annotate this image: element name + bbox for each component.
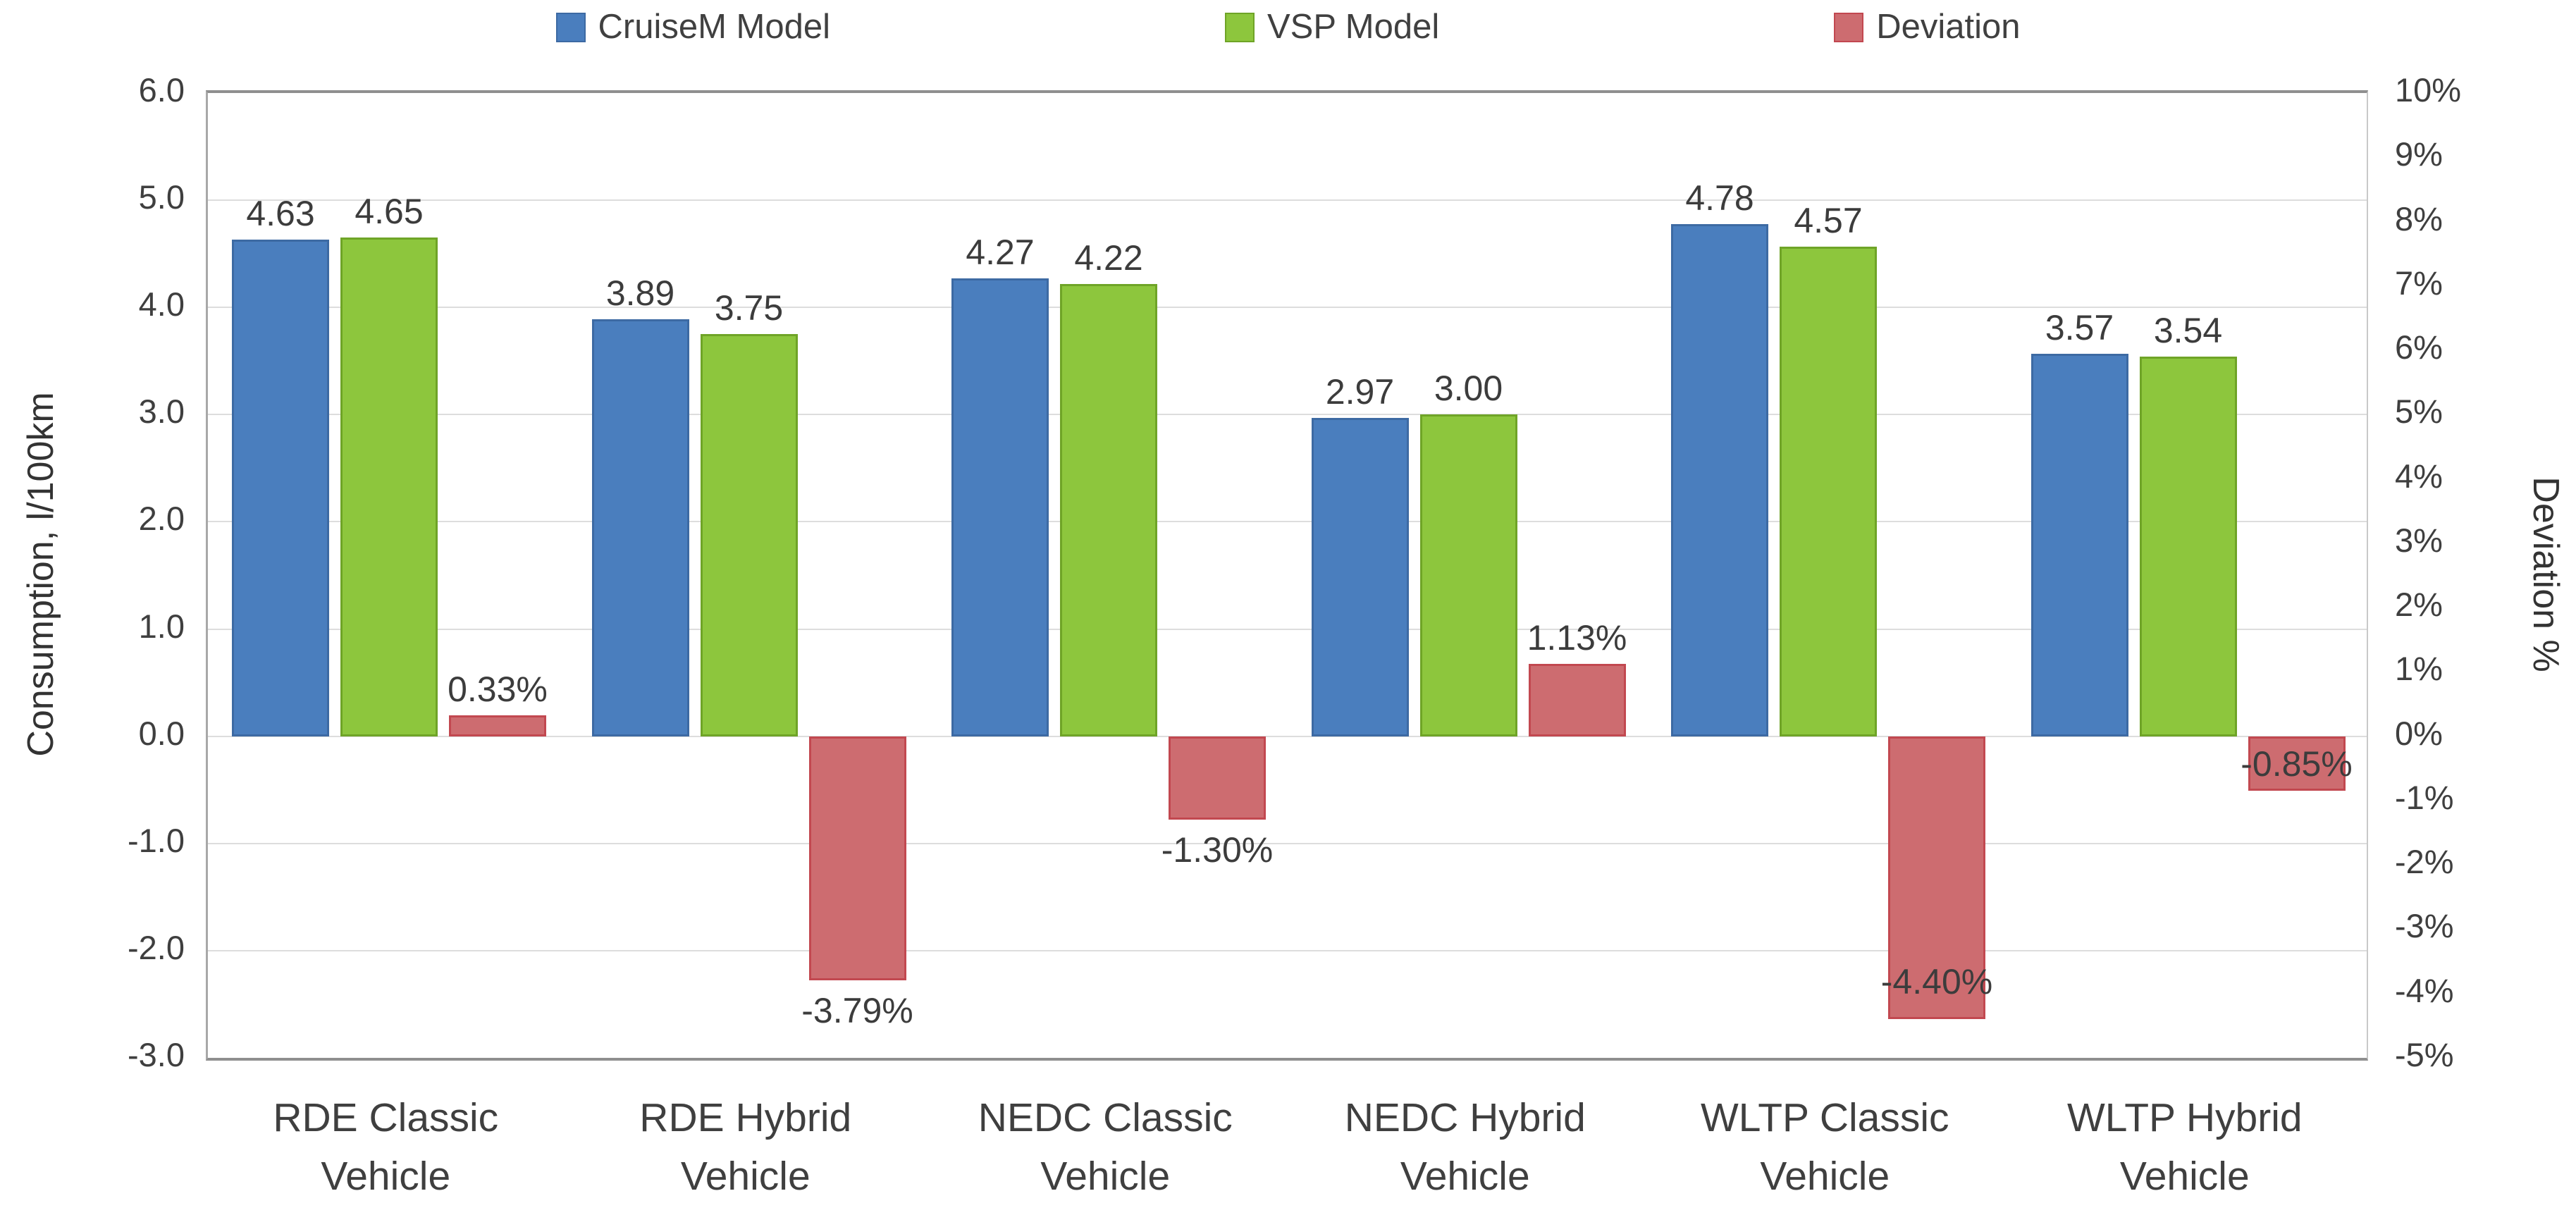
bar-vsp-model [1419, 414, 1517, 736]
right-axis-tick: -2% [2395, 843, 2454, 881]
data-label: -1.30% [1161, 830, 1274, 870]
left-axis-tick: 6.0 [138, 71, 185, 109]
left-axis-tick: -3.0 [128, 1036, 185, 1073]
left-axis-tick: 0.0 [138, 714, 185, 752]
data-label: 4.63 [246, 194, 315, 234]
data-label: 3.54 [2153, 311, 2223, 351]
legend-label: CruiseM Model [598, 8, 830, 46]
data-label: 4.65 [355, 192, 424, 232]
data-label: 3.57 [2045, 307, 2114, 347]
bar-vsp-model [340, 238, 438, 736]
right-axis-tick: 4% [2395, 457, 2443, 495]
bar-vsp-model [700, 334, 798, 736]
bar-deviation [2248, 736, 2346, 791]
left-axis-tick: 1.0 [138, 607, 185, 645]
category-label: NEDC Classic Vehicle [978, 1095, 1233, 1199]
data-label: 4.78 [1685, 178, 1754, 218]
data-label: 3.75 [714, 288, 784, 328]
legend-swatch-icon [1224, 12, 1255, 42]
left-axis-tick: 4.0 [138, 285, 185, 323]
category-label: WLTP Classic Vehicle [1700, 1095, 1949, 1199]
gridline [208, 842, 2367, 844]
data-label: 1.13% [1527, 617, 1627, 658]
bar-vsp-model [1060, 283, 1157, 736]
right-axis-tick: 6% [2395, 328, 2443, 366]
chart-legend: CruiseM Model VSP Model Deviation [0, 10, 2576, 44]
bar-cruisem-model [232, 240, 329, 736]
right-axis-tick: 7% [2395, 264, 2443, 302]
right-axis-tick: 8% [2395, 199, 2443, 238]
right-axis-tick: 9% [2395, 135, 2443, 173]
data-label: 2.97 [1325, 371, 1395, 412]
left-axis-tick: -1.0 [128, 821, 185, 859]
bar-cruisem-model [1671, 223, 1768, 736]
data-label: -3.79% [801, 990, 913, 1030]
gridline [208, 307, 2367, 309]
right-axis-tick: 1% [2395, 650, 2443, 688]
bar-deviation [808, 736, 906, 980]
category-label: NEDC Hybrid Vehicle [1344, 1095, 1586, 1199]
right-axis-tick: 0% [2395, 714, 2443, 752]
data-label: -0.85% [2241, 744, 2353, 784]
gridline [208, 628, 2367, 630]
data-label: 4.22 [1074, 238, 1143, 278]
data-label: 0.33% [448, 669, 548, 709]
legend-label: Deviation [1876, 8, 2021, 46]
gridline [208, 735, 2367, 737]
right-axis-tick: 3% [2395, 521, 2443, 559]
plot-area: 4.63 3.89 4.27 2.97 4.78 3.57 4.65 3.75 4.22 3.00… [206, 90, 2368, 1061]
bar-cruisem-model [951, 278, 1049, 736]
category-label: WLTP Hybrid Vehicle [2066, 1095, 2303, 1199]
bar-cruisem-model [1311, 417, 1409, 736]
legend-item-vsp-model: VSP Model [1224, 8, 1440, 46]
left-axis-tick: -2.0 [128, 928, 185, 966]
legend-swatch-icon [1834, 12, 1864, 42]
gridline [208, 414, 2367, 416]
left-axis-tick: 3.0 [138, 393, 185, 431]
category-label: RDE Hybrid Vehicle [639, 1095, 852, 1199]
gridline [208, 521, 2367, 523]
bar-vsp-model [2139, 357, 2237, 736]
bar-cruisem-model [591, 319, 689, 736]
right-axis-tick: -4% [2395, 971, 2454, 1009]
right-axis-tick: 10% [2395, 71, 2462, 109]
bar-deviation [1888, 736, 1985, 1020]
bar-deviation [1169, 736, 1266, 820]
data-label: -4.40% [1880, 962, 1993, 1002]
right-axis-tick: -3% [2395, 907, 2454, 945]
data-label: 4.57 [1794, 200, 1863, 240]
bar-vsp-model [1780, 246, 1877, 736]
bar-deviation [449, 715, 546, 736]
right-axis-tick: -5% [2395, 1036, 2454, 1073]
legend-swatch-icon [555, 12, 586, 42]
legend-item-deviation: Deviation [1834, 8, 2021, 46]
left-axis-tick: 5.0 [138, 178, 185, 216]
left-axis-title: Consumption, l/100km [20, 392, 61, 757]
right-axis-tick: 5% [2395, 393, 2443, 431]
gridline [208, 949, 2367, 951]
right-axis-tick: -1% [2395, 778, 2454, 816]
right-axis-title: Deviation % [2525, 476, 2566, 672]
bar-cruisem-model [2030, 353, 2128, 736]
gridline [208, 199, 2367, 202]
category-label: RDE Classic Vehicle [273, 1095, 499, 1199]
data-label: 3.00 [1434, 369, 1503, 409]
right-axis-tick: 2% [2395, 586, 2443, 624]
legend-item-cruisem-model: CruiseM Model [555, 8, 830, 46]
bar-deviation [1528, 663, 1626, 736]
legend-label: VSP Model [1267, 8, 1440, 46]
data-label: 4.27 [966, 233, 1035, 273]
data-label: 3.89 [605, 273, 675, 313]
left-axis-tick: 2.0 [138, 500, 185, 538]
